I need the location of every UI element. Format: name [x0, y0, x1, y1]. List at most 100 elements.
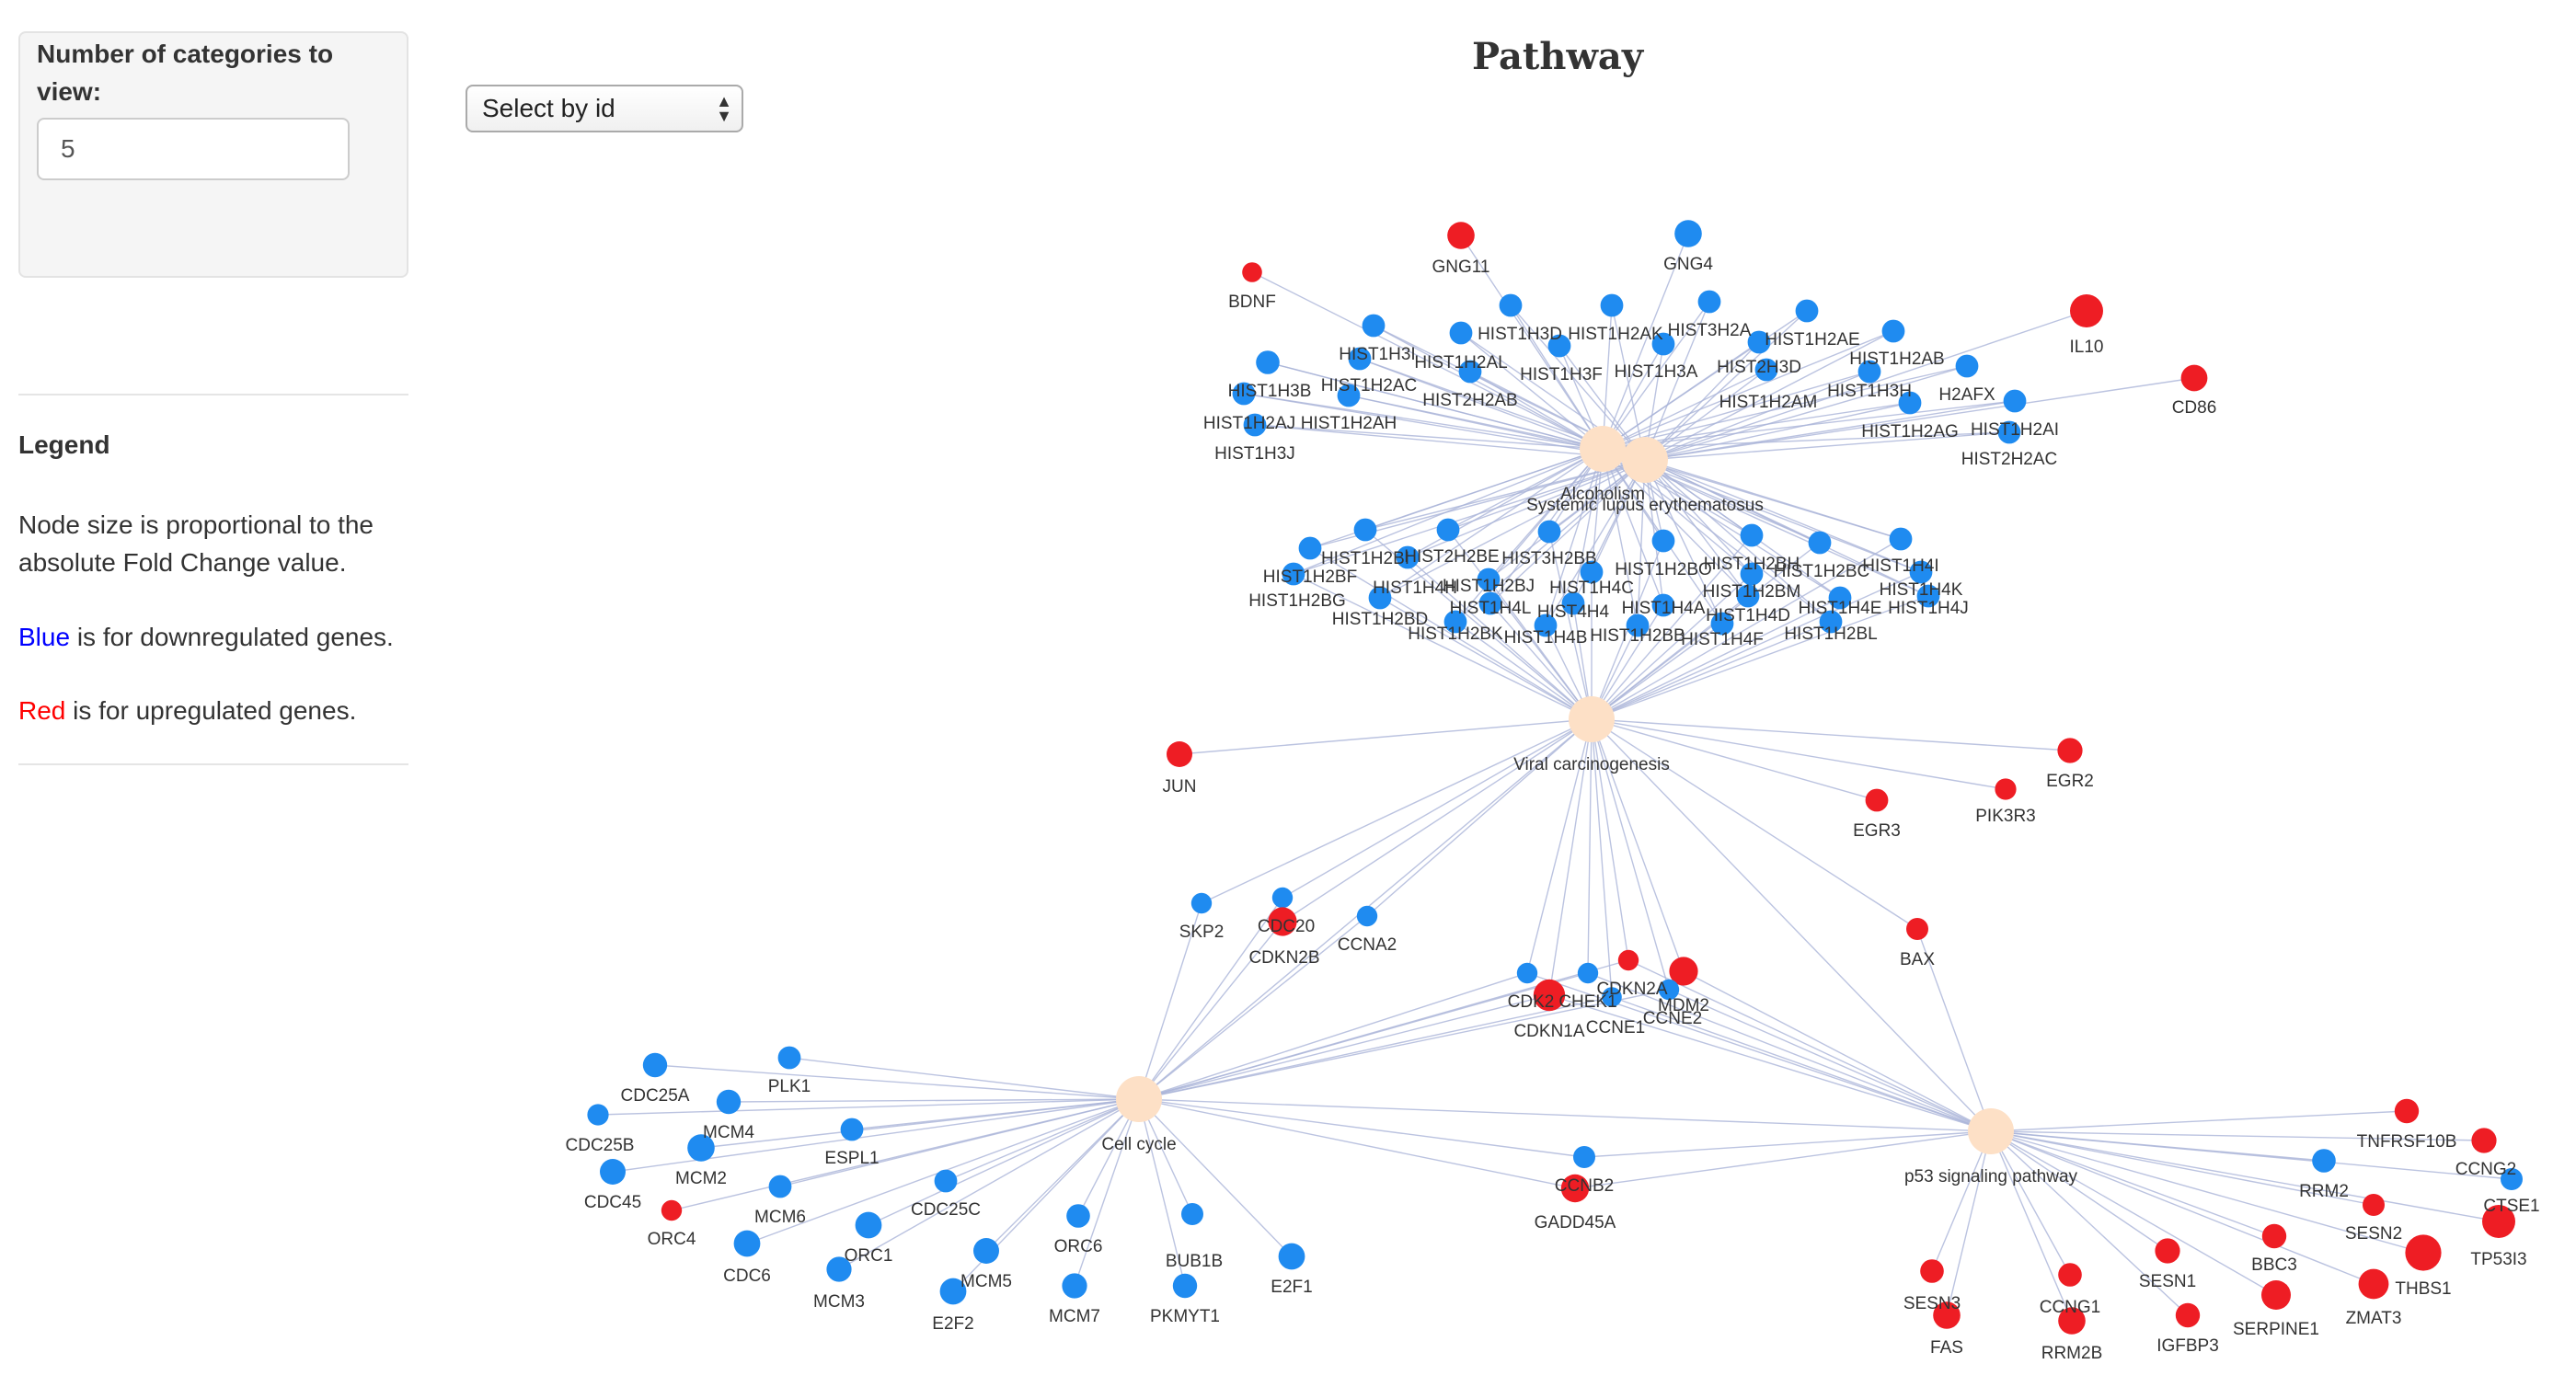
gene-node-plk1[interactable]	[777, 1046, 801, 1070]
gene-node-hist1h4j[interactable]	[1916, 584, 1940, 608]
gene-node-hist1h2bd[interactable]	[1368, 586, 1392, 610]
gene-node-hist1h2ai[interactable]	[2003, 389, 2027, 413]
gene-node-hist4h4[interactable]	[1561, 591, 1585, 615]
gene-node-ccne2[interactable]	[1658, 979, 1680, 1001]
gene-node-pkmyt1[interactable]	[1172, 1273, 1198, 1299]
gene-node-hist2h2ac[interactable]	[1997, 420, 2021, 444]
gene-node-orc1[interactable]	[855, 1211, 882, 1239]
pathway-node-p53-signaling-pathway[interactable]	[1968, 1108, 2014, 1154]
gene-node-hist1h4l[interactable]	[1478, 591, 1502, 615]
gene-node-cdc25b[interactable]	[587, 1104, 609, 1126]
gene-node-mcm2[interactable]	[687, 1134, 715, 1162]
gene-node-hist1h2ae[interactable]	[1795, 299, 1819, 323]
gene-node-jun[interactable]	[1167, 741, 1192, 767]
gene-node-hist1h2ah[interactable]	[1337, 384, 1361, 407]
gene-node-bbc3[interactable]	[2261, 1223, 2287, 1249]
gene-node-cdkn2a[interactable]	[1617, 949, 1639, 971]
gene-node-hist1h2bb[interactable]	[1626, 613, 1650, 637]
gene-node-bax[interactable]	[1906, 918, 1928, 940]
gene-node-hist1h2ac[interactable]	[1348, 347, 1372, 371]
categories-input[interactable]: 5	[37, 118, 350, 180]
gene-node-hist1h2bm[interactable]	[1740, 562, 1764, 586]
gene-node-serpine1[interactable]	[2261, 1280, 2291, 1310]
gene-node-tp53i3[interactable]	[2482, 1205, 2515, 1238]
gene-node-hist1h3i[interactable]	[1362, 314, 1386, 338]
gene-node-thbs1[interactable]	[2405, 1234, 2442, 1271]
gene-node-pik3r3[interactable]	[1995, 778, 2017, 800]
gene-node-mcm5[interactable]	[973, 1238, 999, 1264]
gene-node-hist1h4k[interactable]	[1909, 560, 1933, 584]
gene-node-hist1h4i[interactable]	[1889, 527, 1913, 551]
gene-node-sesn1[interactable]	[2155, 1238, 2180, 1264]
gene-node-espl1[interactable]	[840, 1118, 864, 1141]
gene-node-sesn2[interactable]	[2363, 1194, 2385, 1216]
gene-node-egr2[interactable]	[2057, 738, 2083, 763]
gene-node-hist1h2bl[interactable]	[1819, 610, 1843, 634]
gene-node-sesn3[interactable]	[1920, 1259, 1944, 1283]
gene-node-orc4[interactable]	[661, 1199, 683, 1221]
gene-node-fas[interactable]	[1933, 1301, 1961, 1329]
gene-node-h2afx[interactable]	[1955, 354, 1979, 378]
gene-node-cdc25c[interactable]	[934, 1169, 958, 1193]
gene-node-gadd45a[interactable]	[1560, 1174, 1590, 1203]
gene-node-e2f1[interactable]	[1278, 1243, 1305, 1270]
pathway-node-cell-cycle[interactable]	[1116, 1076, 1162, 1122]
gene-node-mcm3[interactable]	[826, 1256, 852, 1282]
gene-node-cdc20[interactable]	[1271, 887, 1294, 909]
gene-node-hist1h2bg[interactable]	[1282, 562, 1305, 586]
gene-node-gng11[interactable]	[1447, 222, 1475, 249]
gene-node-hist1h2bj[interactable]	[1477, 567, 1501, 591]
gene-node-chek1[interactable]	[1577, 962, 1599, 984]
gene-node-hist1h4e[interactable]	[1828, 586, 1852, 610]
gene-node-bdnf[interactable]	[1242, 262, 1262, 282]
gene-node-rrm2[interactable]	[2312, 1149, 2336, 1173]
gene-node-cdc6[interactable]	[733, 1230, 761, 1257]
gene-node-hist1h3j[interactable]	[1243, 413, 1267, 437]
gene-node-hist1h4h[interactable]	[1396, 545, 1420, 569]
gene-node-hist1h2bk[interactable]	[1443, 610, 1467, 634]
gene-node-igfbp3[interactable]	[2175, 1302, 2201, 1328]
gene-node-bub1b[interactable]	[1181, 1203, 1203, 1225]
gene-node-hist1h2aj[interactable]	[1232, 382, 1256, 406]
gene-node-hist1h3f[interactable]	[1547, 334, 1571, 358]
gene-node-cd86[interactable]	[2180, 364, 2208, 392]
gene-node-cdkn2b[interactable]	[1268, 907, 1297, 936]
pathway-node-viral-carcinogenesis[interactable]	[1569, 696, 1615, 742]
select-by-id-dropdown[interactable]: Select by id ▲ ▼	[466, 85, 743, 132]
gene-node-hist1h4c[interactable]	[1580, 560, 1604, 584]
gene-node-hist1h2al[interactable]	[1449, 321, 1473, 345]
gene-node-hist3h2bb[interactable]	[1537, 520, 1561, 544]
gene-node-hist1h2am[interactable]	[1754, 358, 1778, 382]
gene-node-e2f2[interactable]	[939, 1278, 967, 1305]
gene-node-zmat3[interactable]	[2358, 1268, 2389, 1300]
gene-node-ccng2[interactable]	[2471, 1128, 2497, 1153]
pathway-node-systemic-lupus-erythematosus[interactable]	[1622, 437, 1668, 483]
gene-node-hist1h4f[interactable]	[1710, 612, 1734, 636]
gene-node-hist1h3h[interactable]	[1857, 360, 1881, 384]
gene-node-hist1h2ab[interactable]	[1881, 319, 1905, 343]
gene-node-hist1h3d[interactable]	[1499, 293, 1523, 317]
gene-node-skp2[interactable]	[1190, 892, 1213, 914]
gene-node-orc6[interactable]	[1066, 1204, 1090, 1228]
gene-node-hist1h2ag[interactable]	[1898, 391, 1922, 415]
gene-node-rrm2b[interactable]	[2058, 1307, 2086, 1335]
pathway-node-alcoholism[interactable]	[1580, 426, 1626, 472]
gene-node-mcm7[interactable]	[1062, 1273, 1087, 1299]
gene-node-ccna2[interactable]	[1356, 905, 1378, 927]
gene-node-egr3[interactable]	[1865, 788, 1889, 812]
gene-node-hist1h2bc[interactable]	[1808, 531, 1832, 555]
gene-node-hist1h2ak[interactable]	[1600, 293, 1624, 317]
gene-node-hist2h2ab[interactable]	[1458, 360, 1482, 384]
gene-node-hist1h2bi[interactable]	[1353, 518, 1377, 542]
gene-node-ccne1[interactable]	[1602, 987, 1622, 1007]
gene-node-cdk2[interactable]	[1516, 962, 1538, 984]
gene-node-hist1h2bo[interactable]	[1651, 529, 1675, 553]
gene-node-cdkn1a[interactable]	[1533, 979, 1566, 1012]
gene-node-hist1h4d[interactable]	[1736, 584, 1760, 608]
gene-node-hist3h2a[interactable]	[1697, 290, 1721, 314]
gene-node-ccnb2[interactable]	[1573, 1146, 1595, 1168]
gene-node-hist1h2bh[interactable]	[1740, 523, 1764, 547]
gene-node-mdm2[interactable]	[1669, 957, 1698, 986]
gene-node-hist2h3d[interactable]	[1747, 330, 1771, 354]
gene-node-il10[interactable]	[2070, 294, 2103, 327]
